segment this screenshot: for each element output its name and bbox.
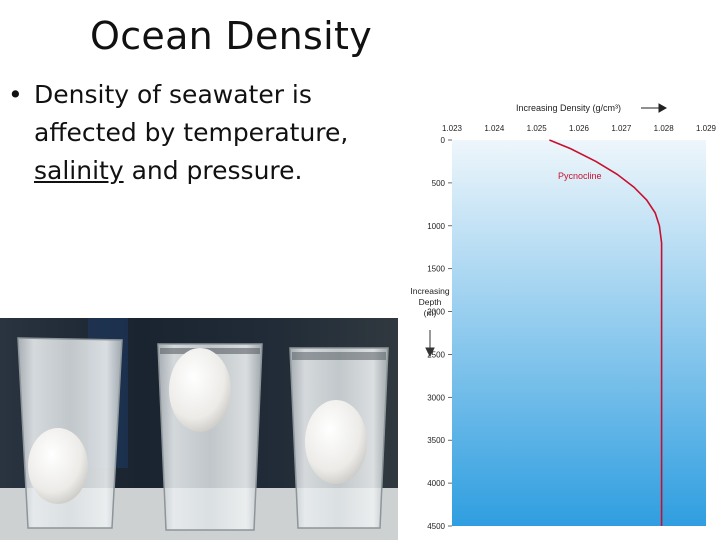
x-tick-label: 1.028 xyxy=(654,124,675,133)
x-tick-label: 1.024 xyxy=(484,124,505,133)
x-tick-label: 1.026 xyxy=(569,124,590,133)
y-tick-label: 2000 xyxy=(427,308,445,317)
bullet-text-part1: Density of seawater is affected by tempe… xyxy=(34,80,349,147)
y-tick-label: 500 xyxy=(432,179,446,188)
bullet-dot: • xyxy=(8,80,23,109)
density-curve xyxy=(549,139,663,526)
plot-area xyxy=(452,140,706,526)
bullet-text-part2: and pressure. xyxy=(123,156,303,185)
x-tick-label: 1.029 xyxy=(696,124,717,133)
y-axis-title-line: Increasing xyxy=(410,286,449,296)
y-axis-arrow xyxy=(425,330,435,358)
egg-middle xyxy=(169,348,231,432)
egg-glasses-photo xyxy=(0,318,398,540)
x-tick-label: 1.023 xyxy=(442,124,463,133)
y-tick-label: 4500 xyxy=(427,522,445,531)
x-tick-label: 1.027 xyxy=(611,124,632,133)
pycnocline-label: Pycnocline xyxy=(558,171,602,181)
y-tick-label: 4000 xyxy=(427,479,445,488)
bullet-point: • Density of seawater is affected by tem… xyxy=(8,76,408,190)
bullet-text-salinity: salinity xyxy=(34,156,124,185)
x-axis-title: Increasing Density (g/cm³) xyxy=(516,103,621,113)
y-tick-label: 3500 xyxy=(427,436,445,445)
bullet-text: Density of seawater is affected by tempe… xyxy=(34,76,408,190)
y-axis: 0 500 1000 1500 2000 2500 3000 3500 4000 4500 xyxy=(427,136,452,531)
x-axis: 1.023 1.024 1.025 1.026 1.027 1.028 1.029 xyxy=(442,124,717,133)
egg-right xyxy=(305,400,367,484)
slide-title: Ocean Density xyxy=(90,14,372,58)
x-tick-label: 1.025 xyxy=(527,124,548,133)
y-tick-label: 1000 xyxy=(427,222,445,231)
y-axis-title-line: Depth xyxy=(419,297,442,307)
y-tick-label: 2500 xyxy=(427,350,445,359)
y-tick-label: 3000 xyxy=(427,393,445,402)
y-tick-label: 0 xyxy=(441,136,446,145)
glass-right-waterline xyxy=(292,352,386,360)
y-tick-label: 1500 xyxy=(427,265,445,274)
x-axis-arrow xyxy=(641,103,668,113)
density-depth-chart: 1.023 1.024 1.025 1.026 1.027 1.028 1.029 0 500… xyxy=(410,103,717,531)
egg-left xyxy=(28,428,88,504)
y-axis-title-line: (m) xyxy=(424,308,437,318)
